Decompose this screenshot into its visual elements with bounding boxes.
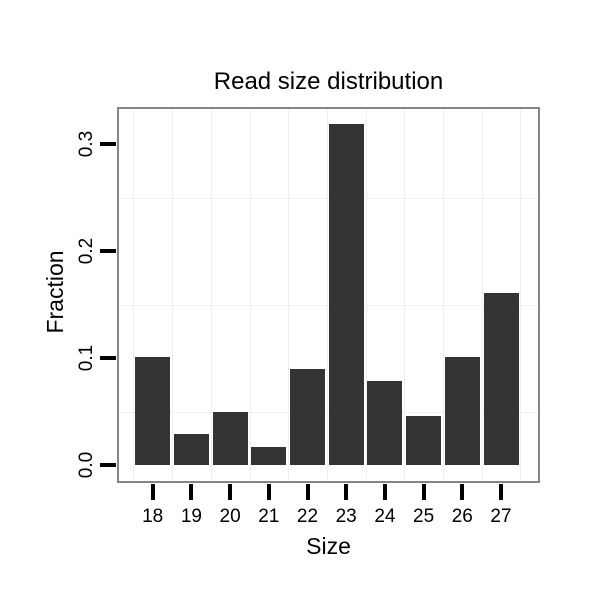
bar-26 xyxy=(444,357,480,465)
x-tick-label-21: 21 xyxy=(258,506,280,527)
x-axis-tick xyxy=(460,484,465,500)
horizontal-gridline xyxy=(119,411,538,413)
bar-19 xyxy=(173,434,209,465)
x-axis-tick xyxy=(344,484,349,500)
x-tick-label-27: 27 xyxy=(490,506,512,527)
bar-24 xyxy=(367,380,403,465)
x-axis-tick xyxy=(382,484,387,500)
bar-20 xyxy=(212,411,248,465)
x-tick-label-19: 19 xyxy=(180,506,202,527)
vertical-gridline xyxy=(365,109,367,481)
y-axis-tick xyxy=(100,356,116,361)
vertical-gridline xyxy=(443,109,444,481)
x-tick-label-18: 18 xyxy=(142,506,164,527)
vertical-gridline xyxy=(520,109,522,481)
y-tick-label-0.0: 0.0 xyxy=(76,451,97,479)
x-axis-tick xyxy=(228,484,233,500)
x-tick-label-20: 20 xyxy=(219,506,241,527)
bar-18 xyxy=(135,357,171,465)
y-axis-label: Fraction xyxy=(42,250,68,334)
horizontal-gridline xyxy=(119,304,538,306)
y-axis-tick xyxy=(100,249,116,254)
bar-23 xyxy=(328,124,364,465)
vertical-gridline xyxy=(404,109,406,481)
x-tick-label-23: 23 xyxy=(335,506,357,527)
x-tick-label-22: 22 xyxy=(296,506,319,527)
bar-21 xyxy=(251,446,287,465)
y-tick-label-0.2: 0.2 xyxy=(76,237,97,265)
y-tick-label-0.3: 0.3 xyxy=(76,131,97,158)
vertical-gridline xyxy=(133,109,135,481)
x-axis-tick xyxy=(421,484,426,500)
x-axis-tick xyxy=(150,484,155,500)
x-tick-label-26: 26 xyxy=(451,506,473,527)
x-axis-tick xyxy=(189,484,194,500)
vertical-gridline xyxy=(249,109,251,481)
vertical-gridline xyxy=(326,109,328,481)
plot-panel xyxy=(119,109,538,481)
vertical-gridline xyxy=(288,109,290,481)
x-tick-label-25: 25 xyxy=(413,506,435,527)
x-axis-label: Size xyxy=(306,533,351,559)
chart-title: Read size distribution xyxy=(213,68,444,95)
bar-27 xyxy=(483,292,519,465)
y-axis-tick xyxy=(100,142,116,147)
bar-25 xyxy=(406,415,442,465)
x-axis-tick xyxy=(499,484,503,500)
x-axis-tick xyxy=(305,484,310,500)
bar-22 xyxy=(290,368,325,465)
y-axis-tick xyxy=(100,463,116,467)
y-tick-label-0.1: 0.1 xyxy=(76,344,97,372)
vertical-gridline xyxy=(172,109,174,481)
x-axis-tick xyxy=(266,484,271,500)
vertical-gridline xyxy=(210,109,212,481)
vertical-gridline xyxy=(481,109,483,481)
x-tick-label-24: 24 xyxy=(374,506,396,527)
horizontal-gridline xyxy=(119,197,538,199)
